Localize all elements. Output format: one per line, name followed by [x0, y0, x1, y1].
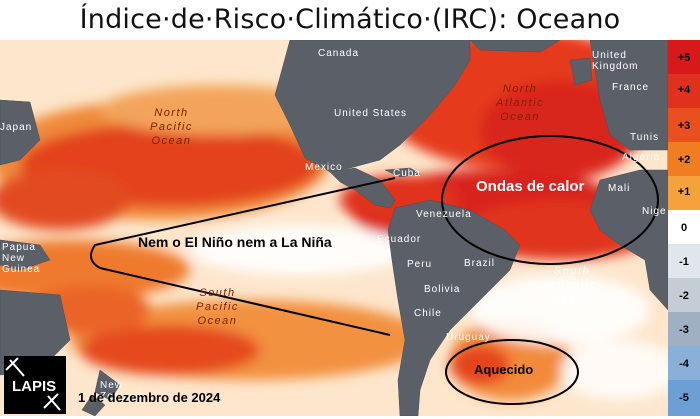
- label-mali: Mali: [608, 183, 631, 194]
- warmed-circle: [445, 339, 579, 405]
- enso-arrow: [90, 177, 396, 336]
- landmass: [0, 40, 668, 416]
- label-north-pacific-l2: Pacific: [150, 121, 193, 133]
- colorbar-tick: -5: [679, 392, 689, 404]
- colorbar-6: [668, 244, 700, 278]
- label-south-pacific-l2: Pacific: [196, 301, 239, 313]
- label-mexico: Mexico: [305, 162, 343, 173]
- page-title: Índice·de·Risco·Climático·(IRC): Oceano: [0, 0, 700, 40]
- colorbar-5: [668, 210, 700, 244]
- label-uruguay: Uruguay: [446, 332, 491, 343]
- label-south-atlantic: South Atlantic Ocean: [548, 264, 596, 306]
- logo-text: LAPIS: [12, 378, 57, 395]
- satellite-icon: [5, 357, 61, 411]
- label-south-pacific-l1: South: [199, 287, 236, 299]
- label-united-states: United States: [334, 108, 407, 120]
- colorbar-4: [668, 176, 700, 210]
- colorbar-8: [668, 312, 700, 346]
- label-united-kingdom: United Kingdom: [592, 50, 639, 72]
- annotation-enso: Nem o El Niño nem a La Niña: [138, 234, 332, 250]
- label-united-states-text: United States: [334, 108, 408, 119]
- annotation-heatwaves: Ondas de calor: [476, 178, 585, 195]
- colorbar-tick: +1: [677, 186, 691, 198]
- label-north-atlantic: North Atlantic Ocean: [496, 82, 544, 124]
- colorbar-tick: -4: [679, 358, 689, 370]
- colorbar-tick: -1: [679, 256, 689, 268]
- colorbar-tick: +4: [677, 84, 691, 96]
- colorbar-0: [668, 40, 700, 74]
- label-south-pacific-l3: Ocean: [197, 315, 238, 327]
- label-algeria: Algeria: [622, 152, 661, 163]
- label-tunisia: Tunis: [630, 132, 660, 143]
- colorbar-1: [668, 74, 700, 108]
- label-canada: Canada: [318, 48, 360, 59]
- label-new-zealand: New Zealand: [100, 380, 144, 402]
- label-cuba: Cuba: [393, 168, 421, 179]
- colorbar-10: [668, 380, 700, 416]
- colorbar-9: [668, 346, 700, 380]
- label-north-atlantic-l2: Atlantic: [496, 97, 545, 109]
- colorbar-tick: -2: [679, 290, 689, 302]
- colorbar-tick: +3: [677, 120, 691, 132]
- label-peru: Peru: [407, 259, 433, 270]
- label-south-pacific: South Pacific Ocean: [196, 286, 239, 328]
- colorbar-3: [668, 142, 700, 176]
- label-north-pacific-l1: North: [154, 107, 189, 119]
- label-venezuela: Venezuela: [416, 209, 472, 220]
- annotation-date: 1 de dezembro de 2024: [78, 390, 221, 405]
- label-south-atlantic-l3: Ocean: [552, 293, 592, 305]
- annotation-warmed: Aquecido: [474, 362, 534, 377]
- label-south-atlantic-l2: Atlantic: [548, 279, 597, 291]
- colorbar-2: [668, 108, 700, 142]
- colorbar-tick: +2: [677, 154, 691, 166]
- label-north-pacific: North Pacific Ocean: [150, 106, 193, 148]
- colorbar-tick: 0: [680, 222, 688, 234]
- label-chile: Chile: [414, 308, 442, 319]
- lapis-logo: [4, 356, 66, 414]
- label-brazil: Brazil: [464, 258, 496, 269]
- label-bolivia: Bolivia: [424, 284, 461, 295]
- label-papua-new-guinea: Papua New Guinea: [2, 242, 41, 275]
- risk-map: Canada United States Mexico Cuba Venezue…: [0, 40, 668, 416]
- label-north-pacific-l3: Ocean: [151, 135, 192, 147]
- label-japan: Japan: [0, 122, 33, 133]
- label-france: France: [612, 82, 650, 93]
- colorbar-7: [668, 278, 700, 312]
- colorbar-tick: -3: [679, 324, 689, 336]
- label-north-atlantic-l1: North: [502, 83, 538, 95]
- label-south-atlantic-l1: South: [553, 265, 591, 277]
- label-niger: Nige: [642, 206, 667, 217]
- colorbar-tick: +5: [677, 52, 691, 64]
- label-north-atlantic-l3: Ocean: [500, 111, 540, 123]
- label-ecuador: Ecuador: [377, 234, 422, 245]
- colorbar: +5 +4 +3 +2 +1 0 -1 -2 -3 -4 -5: [668, 40, 700, 416]
- heatwave-circle: [441, 135, 659, 265]
